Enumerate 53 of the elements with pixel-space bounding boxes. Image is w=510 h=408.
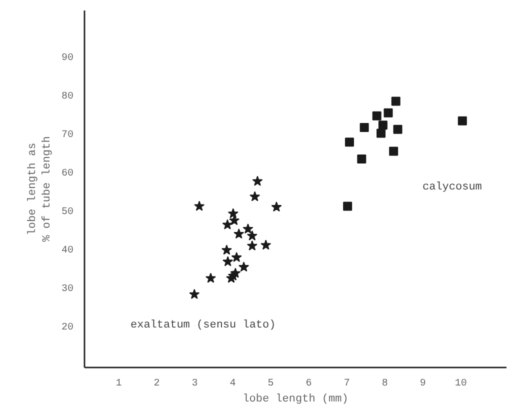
point bbox=[343, 202, 352, 211]
point bbox=[189, 288, 200, 299]
point bbox=[250, 191, 260, 202]
point bbox=[384, 108, 393, 118]
point bbox=[389, 146, 398, 156]
point bbox=[228, 208, 238, 218]
point bbox=[226, 272, 237, 283]
y-tick-label: 70 bbox=[62, 130, 74, 142]
annotation: exaltatum (sensu lato) bbox=[130, 320, 276, 332]
x-tick-label: 5 bbox=[268, 378, 274, 390]
point bbox=[391, 96, 400, 106]
y-tick-label: 30 bbox=[62, 284, 74, 295]
x-tick-label: 9 bbox=[420, 378, 426, 390]
x-tick-label: 8 bbox=[382, 378, 388, 390]
y-tick-label: 90 bbox=[62, 53, 74, 64]
point bbox=[360, 122, 369, 132]
point bbox=[344, 138, 354, 147]
point bbox=[194, 200, 205, 211]
point bbox=[246, 240, 258, 250]
point bbox=[372, 111, 382, 120]
point bbox=[252, 176, 263, 186]
point bbox=[376, 128, 386, 138]
annotation: calycosum bbox=[422, 182, 482, 194]
x-tick-label: 2 bbox=[154, 378, 160, 390]
point bbox=[238, 262, 250, 272]
point bbox=[222, 256, 234, 266]
y-tick-label: 60 bbox=[62, 168, 74, 180]
x-tick-label: 3 bbox=[192, 378, 198, 390]
y-tick-label: 40 bbox=[62, 246, 74, 257]
y-tick-label: 20 bbox=[62, 322, 74, 334]
point bbox=[260, 240, 272, 250]
x-axis-title: lobe length (mm) bbox=[242, 394, 348, 406]
point bbox=[242, 224, 254, 234]
x-tick-label: 4 bbox=[230, 378, 236, 390]
point bbox=[458, 116, 467, 126]
point bbox=[234, 228, 244, 239]
point bbox=[231, 252, 242, 262]
y-tick-label: 50 bbox=[62, 207, 74, 218]
point bbox=[271, 202, 282, 212]
x-tick-label: 1 bbox=[116, 378, 122, 390]
point bbox=[378, 120, 388, 130]
point bbox=[205, 272, 216, 283]
point bbox=[246, 230, 258, 240]
point bbox=[221, 244, 232, 255]
point bbox=[222, 219, 233, 230]
point bbox=[393, 124, 402, 134]
y-axis-title: lobe length as % of tube length bbox=[27, 136, 54, 242]
point bbox=[357, 154, 366, 164]
point bbox=[229, 215, 240, 226]
x-tick-label: 10 bbox=[454, 378, 467, 390]
y-tick-label: 80 bbox=[62, 92, 74, 103]
x-tick-label: 6 bbox=[306, 378, 312, 390]
x-tick-label: 7 bbox=[344, 378, 350, 390]
